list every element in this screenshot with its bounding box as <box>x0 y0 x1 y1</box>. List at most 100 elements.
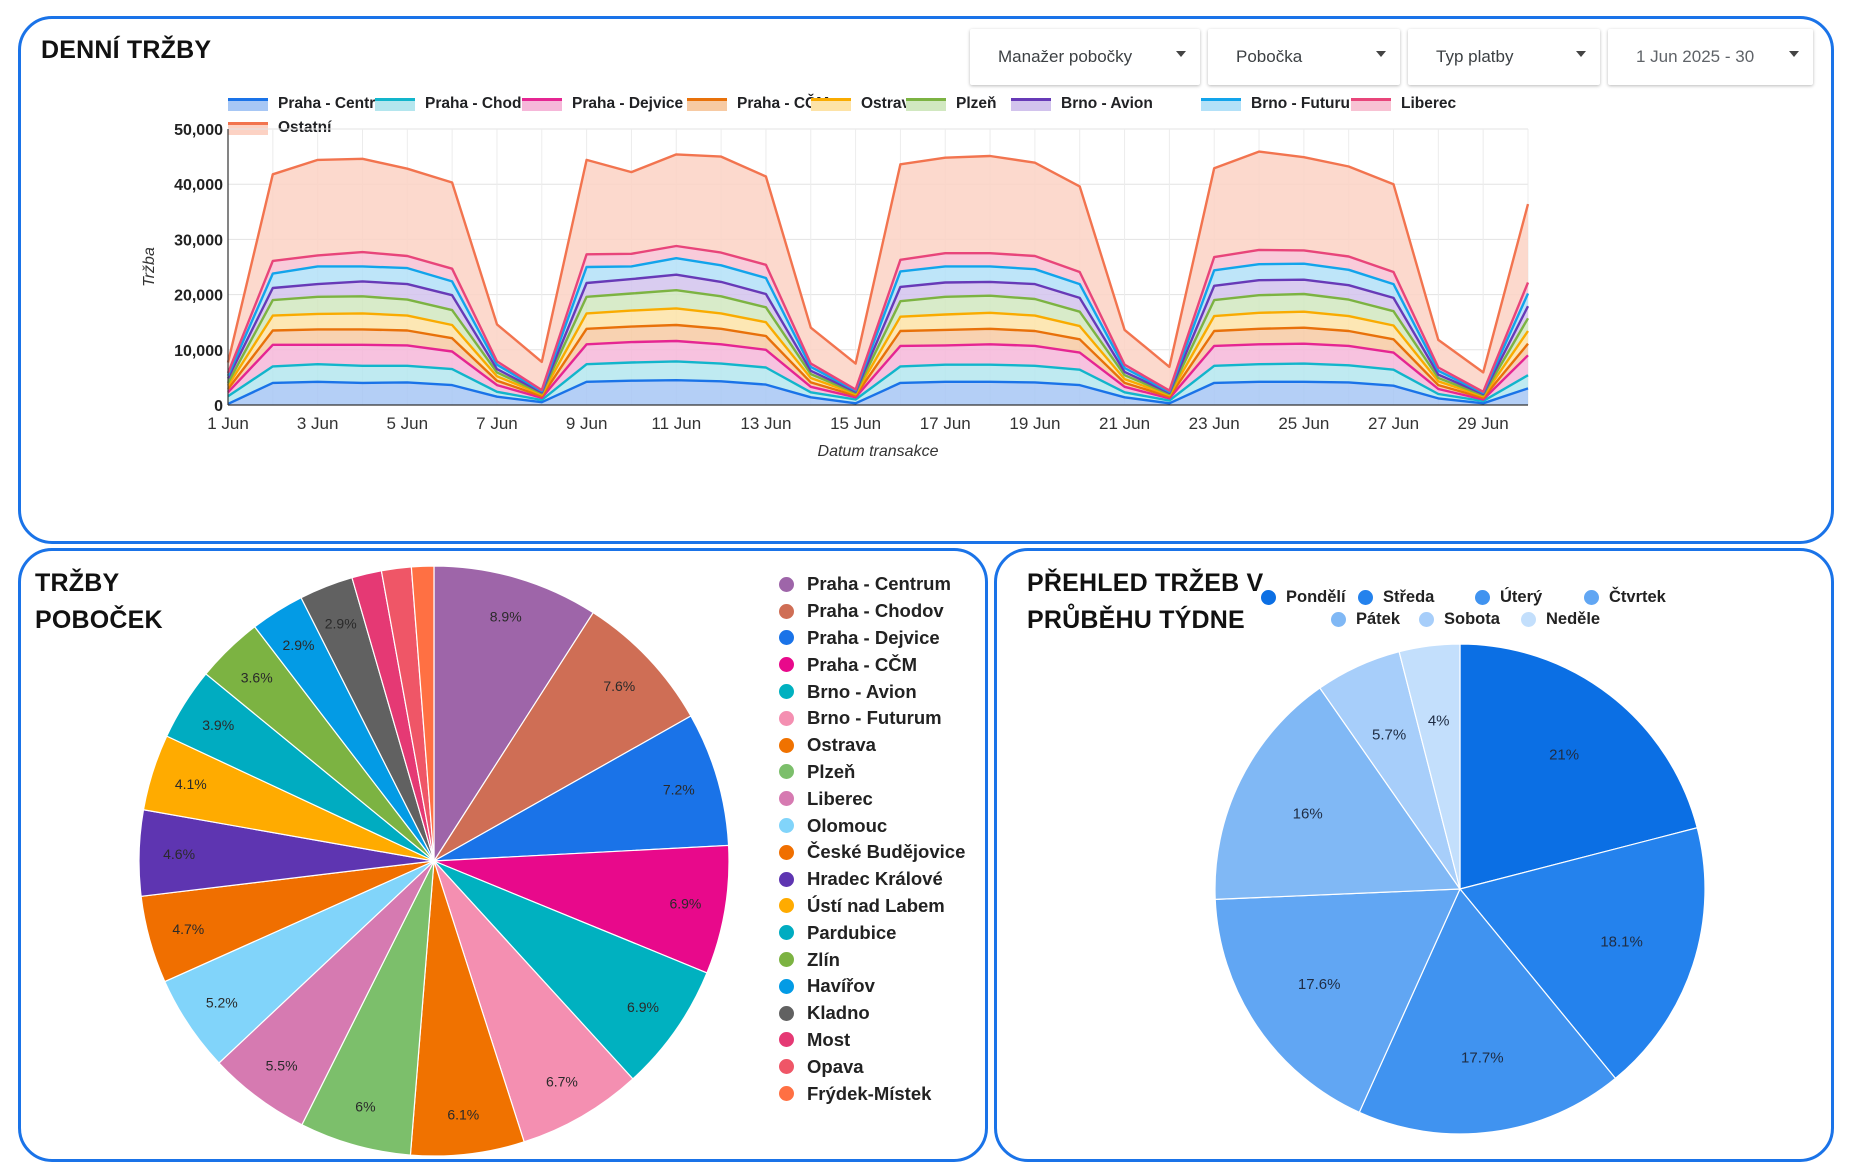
x-tick-label: 25 Jun <box>1278 414 1329 433</box>
pie-slice-nedele[interactable] <box>1398 643 1461 890</box>
slice-percent-label: 2.9% <box>283 637 315 653</box>
legend-item-praha-chodov[interactable]: Praha - Chodov <box>779 598 965 625</box>
x-tick-label: 15 Jun <box>830 414 881 433</box>
legend-item-olomouc[interactable]: Olomouc <box>779 812 965 839</box>
y-tick-label: 20,000 <box>174 288 223 305</box>
legend-item-praha-dejvice[interactable]: Praha - Dejvice <box>779 625 965 652</box>
legend-item-plzen[interactable]: Plzeň <box>779 759 965 786</box>
area-brno-futurum <box>228 258 1528 394</box>
series-line-liberec <box>226 244 1530 393</box>
pie-slice-ctvrtek[interactable] <box>1214 888 1461 1114</box>
legend-item-ostrava[interactable]: Ostrava <box>779 732 965 759</box>
legend-item-havirov[interactable]: Havířov <box>779 973 965 1000</box>
legend-dot <box>779 818 794 834</box>
legend-item-kladno[interactable]: Kladno <box>779 1000 965 1027</box>
legend-dot <box>779 925 794 941</box>
legend-label: Praha - CČM <box>807 653 917 675</box>
legend-item-pardubice[interactable]: Pardubice <box>779 919 965 946</box>
legend-item-liberec[interactable]: Liberec <box>779 785 965 812</box>
legend-item-brno-avion[interactable]: Brno - Avion <box>779 678 965 705</box>
x-tick-label: 21 Jun <box>1099 414 1150 433</box>
legend-dot <box>779 603 794 619</box>
y-tick-label: 40,000 <box>174 177 223 194</box>
slice-percent-label: 4.7% <box>172 921 204 937</box>
legend-item-praha-dejvice[interactable]: Praha - Dejvice <box>522 95 683 113</box>
pie-slice-praha-dejvice[interactable] <box>433 715 730 862</box>
pie-slice-praha-centrum[interactable] <box>433 565 595 864</box>
series-line-plzen <box>226 289 1530 397</box>
legend-item-sobota[interactable]: Sobota <box>1419 610 1500 629</box>
date-range-label: 1 Jun 2025 - 30 <box>1636 47 1755 66</box>
legend-dot <box>779 1086 794 1102</box>
payment-type-filter-dropdown[interactable]: Typ platby <box>1408 29 1600 85</box>
legend-dot <box>1475 590 1490 605</box>
legend-item-ceske-budejovice[interactable]: České Budějovice <box>779 839 965 866</box>
pie-slice-brno-futurum[interactable] <box>433 860 634 1143</box>
legend-swatch <box>375 97 415 111</box>
legend-label: Opava <box>807 1055 864 1077</box>
legend-item-frydek-mistek[interactable]: Frýdek-Místek <box>779 1080 965 1107</box>
legend-item-praha-centrum[interactable]: Praha - Centrum <box>228 95 399 113</box>
legend-item-nedele[interactable]: Neděle <box>1521 610 1600 629</box>
legend-label: Úterý <box>1500 588 1543 606</box>
legend-item-usti-nad-labem[interactable]: Ústí nad Labem <box>779 893 965 920</box>
x-tick-label: 13 Jun <box>740 414 791 433</box>
legend-item-brno-futurum[interactable]: Brno - Futurum <box>1201 95 1364 113</box>
legend-item-most[interactable]: Most <box>779 1027 965 1054</box>
legend-dot <box>1419 612 1434 627</box>
branch-revenue-panel: TRŽBY POBOČEK 8.9% 7.6% 7.2% 6.9% 6.9% 6.7% 6.… <box>18 548 988 1162</box>
legend-item-praha-chodov[interactable]: Praha - Chodov <box>375 95 540 113</box>
slice-percent-label: 6% <box>355 1099 375 1115</box>
legend-item-praha-ccm[interactable]: Praha - CČM <box>687 95 829 113</box>
filter-bar: Manažer pobočky Pobočka Typ platby 1 Jun… <box>962 29 1813 85</box>
slice-percent-label: 4% <box>1428 712 1450 729</box>
legend-item-ctvrtek[interactable]: Čtvrtek <box>1584 588 1666 607</box>
slice-percent-label: 21% <box>1549 747 1579 764</box>
legend-item-patek[interactable]: Pátek <box>1331 610 1400 629</box>
slice-percent-label: 7.6% <box>603 678 635 694</box>
legend-dot <box>779 657 794 673</box>
date-range-picker[interactable]: 1 Jun 2025 - 30 <box>1608 29 1813 85</box>
pie-slice-pondeli[interactable] <box>1459 643 1698 890</box>
pie-slice-brno-avion[interactable] <box>433 860 708 1080</box>
slice-percent-label: 7.2% <box>663 782 695 798</box>
legend-item-hradec-kralove[interactable]: Hradec Králové <box>779 866 965 893</box>
y-tick-label: 10,000 <box>174 343 223 360</box>
pie-slice-praha-ccm[interactable] <box>433 844 730 974</box>
pie-slice-praha-chodov[interactable] <box>433 611 692 862</box>
legend-label: Sobota <box>1444 610 1500 628</box>
legend-label: Ústí nad Labem <box>807 894 945 916</box>
legend-item-brno-futurum[interactable]: Brno - Futurum <box>779 705 965 732</box>
pie-slice-ostrava[interactable] <box>409 860 525 1157</box>
legend-label: Olomouc <box>807 814 888 836</box>
legend-item-praha-centrum[interactable]: Praha - Centrum <box>779 571 965 598</box>
legend-item-plzen[interactable]: Plzeň <box>906 95 996 113</box>
series-line-praha-centrum <box>227 379 1529 405</box>
daily-revenue-panel: DENNÍ TRŽBY Manažer pobočky Pobočka Typ … <box>18 16 1834 544</box>
legend-item-utery[interactable]: Úterý <box>1475 588 1542 607</box>
legend-item-streda[interactable]: Středa <box>1358 588 1434 607</box>
x-tick-label: 5 Jun <box>387 414 429 433</box>
pie-slice-patek[interactable] <box>1214 687 1462 901</box>
legend-label: Hradec Králové <box>807 868 943 890</box>
legend-item-praha-ccm[interactable]: Praha - CČM <box>779 651 965 678</box>
legend-label: Zlín <box>807 948 840 970</box>
legend-item-ostrava[interactable]: Ostrava <box>811 95 919 113</box>
legend-item-brno-avion[interactable]: Brno - Avion <box>1011 95 1153 113</box>
branch-revenue-title-line1: TRŽBY <box>35 569 120 597</box>
legend-label: Pondělí <box>1286 588 1346 606</box>
legend-item-opava[interactable]: Opava <box>779 1053 965 1080</box>
legend-dot <box>1331 612 1346 627</box>
legend-item-liberec[interactable]: Liberec <box>1351 95 1456 113</box>
legend-dot <box>779 576 794 592</box>
pie-slice-utery[interactable] <box>1358 887 1617 1135</box>
pie-slice-frydek-mistek[interactable] <box>410 565 435 862</box>
legend-item-pondeli[interactable]: Pondělí <box>1261 588 1346 607</box>
pie-slice-streda[interactable] <box>1458 827 1706 1080</box>
weekday-revenue-title-line1: PŘEHLED TRŽEB V <box>1027 569 1264 597</box>
branch-filter-dropdown[interactable]: Pobočka <box>1208 29 1400 85</box>
legend-item-zlin[interactable]: Zlín <box>779 946 965 973</box>
legend-label: Praha - Dejvice <box>807 626 940 648</box>
manager-filter-dropdown[interactable]: Manažer pobočky <box>970 29 1200 85</box>
slice-percent-label: 5.5% <box>266 1058 298 1074</box>
